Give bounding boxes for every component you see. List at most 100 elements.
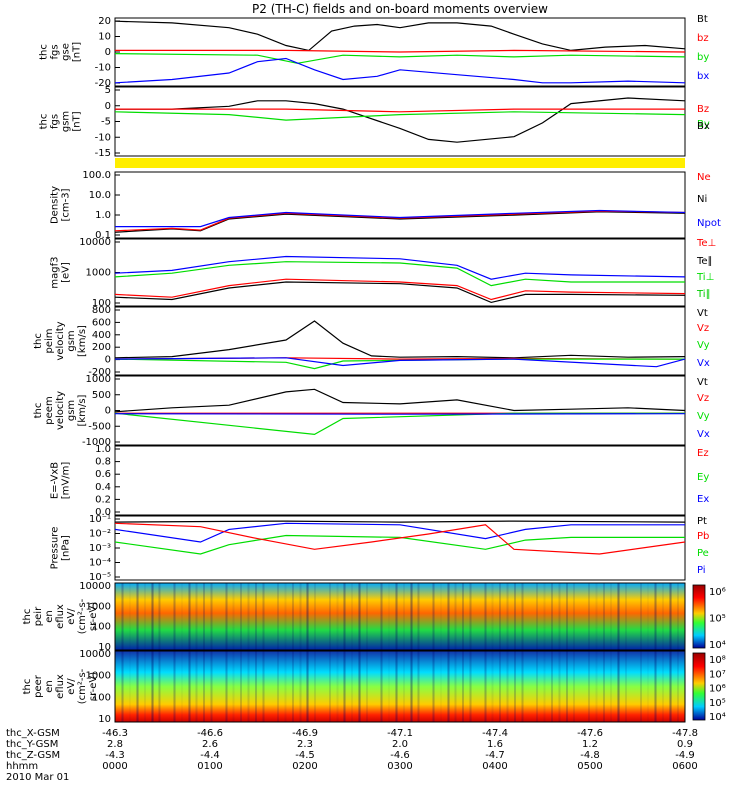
spectrogram-streak bbox=[240, 583, 242, 650]
tick-label: -5 bbox=[101, 117, 111, 128]
spectrogram-streak bbox=[210, 651, 212, 722]
colorbar-label: 10⁶ bbox=[709, 587, 726, 598]
spectrogram-streak bbox=[485, 651, 487, 722]
spectrogram-streak bbox=[417, 583, 419, 650]
legend-entry: Vy bbox=[697, 411, 710, 422]
spectrogram-streak bbox=[196, 583, 198, 650]
series-pb bbox=[114, 522, 686, 555]
spectrogram-streak bbox=[181, 583, 183, 650]
colorbar-label: 10⁶ bbox=[709, 684, 726, 695]
spectrogram-streak bbox=[462, 583, 464, 650]
colorbar-label: 10⁴ bbox=[709, 712, 726, 723]
data-availability-bar bbox=[115, 158, 685, 168]
tick-label: -15 bbox=[95, 148, 111, 159]
ephemeris-value: -4.9 bbox=[675, 750, 695, 761]
spectrogram-streak bbox=[410, 651, 412, 722]
legend-entry: Pt bbox=[697, 516, 707, 527]
spectrogram-streak bbox=[196, 651, 198, 722]
ephemeris-value: 2.6 bbox=[202, 739, 218, 750]
series-ni bbox=[114, 211, 686, 233]
legend-entry: Pb bbox=[697, 531, 709, 542]
legend-entry: Vx bbox=[697, 358, 710, 369]
spectrogram-streak bbox=[381, 651, 383, 722]
ylabel-line: thc bbox=[39, 114, 50, 130]
tick-label: 600 bbox=[92, 317, 111, 328]
ylabel-line: thc bbox=[22, 679, 33, 695]
spectrogram-streak bbox=[329, 651, 331, 722]
ephemeris-value: -4.4 bbox=[200, 750, 220, 761]
spectrogram-streak bbox=[174, 651, 176, 722]
tick-label: 0.2 bbox=[95, 494, 111, 505]
spectrogram-streak bbox=[484, 651, 486, 722]
panel-peir: thc peir en eflux eV/(cm²-s-sr-eV) 10000 1000 1… bbox=[22, 581, 726, 653]
tick-label: 1.0 bbox=[95, 444, 111, 455]
panel-peer: thc peer en eflux eV/(cm²-s-sr-eV) 10000 1000 1… bbox=[22, 649, 726, 725]
spectrogram-streak bbox=[514, 583, 516, 650]
ephemeris-value: -4.7 bbox=[485, 750, 505, 761]
spectrogram-streak bbox=[595, 583, 597, 650]
ephemeris-value: -4.8 bbox=[580, 750, 600, 761]
tick-label: 10.0 bbox=[89, 190, 111, 201]
spectrogram-streak bbox=[396, 583, 398, 650]
ephemeris-value: 2.8 bbox=[107, 739, 123, 750]
ephemeris-value: 1.2 bbox=[582, 739, 598, 750]
ephemeris-label: thc_Y-GSM bbox=[6, 739, 58, 750]
spectrogram-streak bbox=[506, 583, 508, 650]
ylabel-line: [km/s] bbox=[77, 394, 88, 426]
tick-label: 1000 bbox=[86, 374, 111, 385]
spectrogram-streak bbox=[380, 651, 382, 722]
spectrogram-streak bbox=[381, 583, 383, 650]
ylabel-line: [eV] bbox=[61, 262, 72, 283]
tick-label: -10 bbox=[95, 63, 111, 74]
spectrogram-streak bbox=[188, 583, 190, 650]
ylabel-line: peem bbox=[44, 396, 55, 424]
panel-temp: magf3 [eV] 10000 1000 100 Te⊥ Te∥ Ti⊥ Ti∥ bbox=[50, 237, 717, 309]
spectrogram-streak bbox=[677, 583, 679, 650]
spectrogram-streak bbox=[522, 583, 524, 650]
ylabel-line: Pressure bbox=[50, 527, 61, 570]
tick-label: 10⁻⁴ bbox=[89, 558, 111, 569]
spectrogram-streak bbox=[248, 651, 250, 722]
spectrogram-streak bbox=[662, 651, 664, 722]
spectrogram-streak bbox=[411, 651, 413, 722]
legend-entry: Ey bbox=[697, 472, 709, 483]
tick-label: 1000 bbox=[86, 268, 111, 279]
series-vy bbox=[114, 412, 685, 436]
panel-frame bbox=[114, 86, 686, 157]
spectrogram-streak bbox=[336, 651, 338, 722]
spectrogram-streak bbox=[603, 651, 605, 722]
spectrogram-streak bbox=[543, 583, 545, 650]
spectrogram-streak bbox=[521, 651, 523, 722]
spectrogram-streak bbox=[299, 651, 301, 722]
spectrogram-streak bbox=[137, 583, 139, 650]
spectrogram-streak bbox=[640, 583, 642, 650]
spectrogram-streak bbox=[174, 583, 176, 650]
spectrogram-streak bbox=[158, 651, 160, 722]
panel-density: Density [cm-3] 100.0 10.0 1.0 0.1 Ne Ni Npot bbox=[50, 170, 721, 241]
tick-label: 10⁻¹ bbox=[89, 514, 111, 525]
tick-label: -1000 bbox=[82, 437, 111, 448]
spectrogram-streak bbox=[292, 651, 294, 722]
tick-label: 200 bbox=[92, 342, 111, 353]
spectrogram-streak bbox=[448, 651, 450, 722]
spectrogram-streak bbox=[618, 651, 620, 722]
spectrogram-streak bbox=[573, 583, 575, 650]
series-bt bbox=[114, 20, 686, 52]
ylabel-line: [mV/m] bbox=[61, 462, 72, 500]
spectrogram-streak bbox=[380, 583, 382, 650]
spectrogram-streak bbox=[396, 651, 398, 722]
ephemeris-value: -46.9 bbox=[292, 728, 318, 739]
tick-label: 10 bbox=[98, 714, 111, 725]
spectrogram-streak bbox=[307, 583, 309, 650]
spectrogram-peir bbox=[115, 583, 685, 650]
spectrogram-streak bbox=[640, 651, 642, 722]
spectrogram-streak bbox=[418, 651, 420, 722]
ephemeris-value: -4.5 bbox=[295, 750, 315, 761]
ephemeris-value: 0100 bbox=[197, 761, 222, 772]
series-ne bbox=[114, 210, 686, 232]
spectrogram-streak bbox=[506, 651, 508, 722]
spectrogram-streak bbox=[440, 583, 442, 650]
spectrogram-streak bbox=[226, 651, 228, 722]
ephemeris-label: thc_Z-GSM bbox=[6, 750, 60, 761]
